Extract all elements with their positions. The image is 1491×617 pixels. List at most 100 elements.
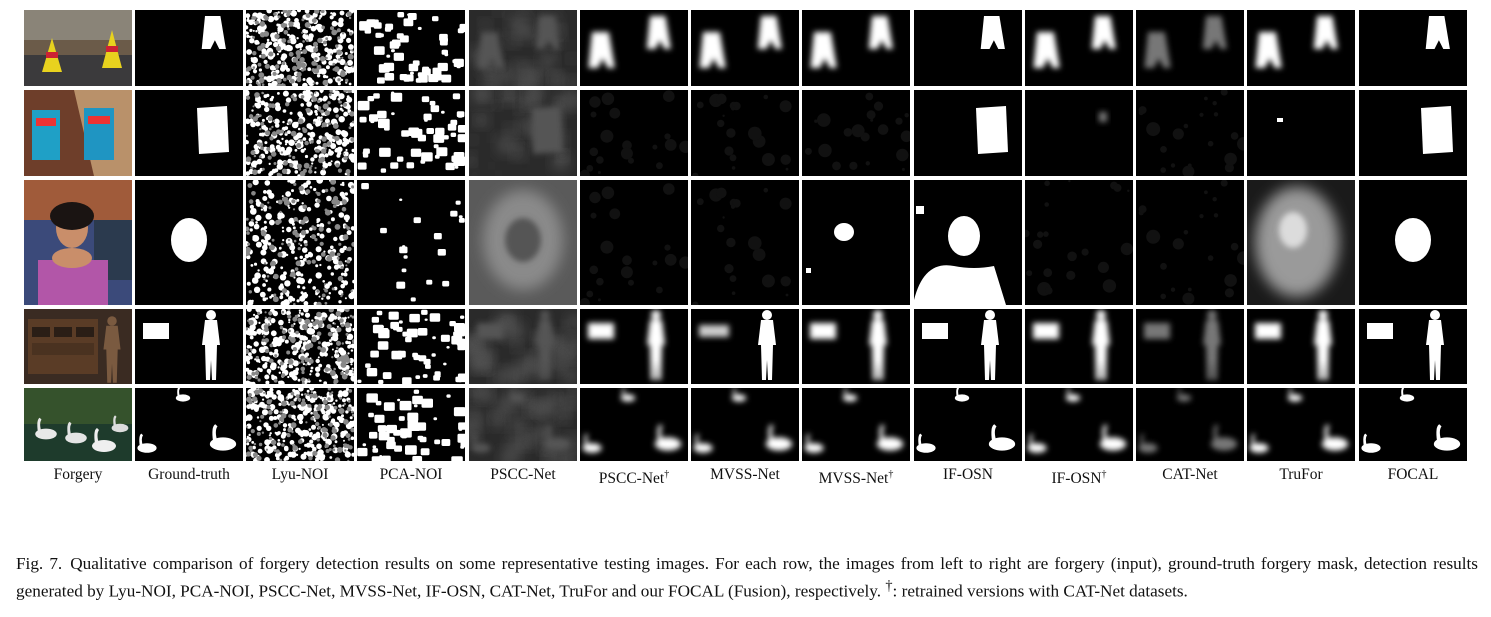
detection-result-image <box>580 90 688 176</box>
detection-result-image <box>691 180 799 305</box>
column-label-dagger: † <box>664 469 670 480</box>
detection-result-image <box>914 180 1022 305</box>
detection-result-image <box>357 10 465 86</box>
detection-result-image <box>914 309 1022 384</box>
detection-result-image <box>1359 10 1467 86</box>
detection-result-image <box>1359 90 1467 176</box>
column-label: PSCC-Net† <box>579 466 689 488</box>
forgery-input-image <box>24 180 132 305</box>
figure-caption: Fig. 7. Qualitative comparison of forgery… <box>16 553 1478 603</box>
detection-result-image <box>469 90 577 176</box>
caption-text: Qualitative comparison of forgery detect… <box>16 554 1478 601</box>
detection-result-image <box>691 388 799 461</box>
caption-tail: : retrained versions with CAT-Net datase… <box>892 581 1188 601</box>
column-label-text: MVSS-Net <box>710 466 780 483</box>
detection-result-image <box>691 10 799 86</box>
detection-result-image <box>691 309 799 384</box>
ground-truth-mask <box>135 180 243 305</box>
column-label-text: FOCAL <box>1387 466 1439 483</box>
column-label: Forgery <box>23 466 133 484</box>
forgery-input-image <box>24 309 132 384</box>
detection-result-image <box>246 180 354 305</box>
detection-result-image <box>469 180 577 305</box>
column-label-text: Ground-truth <box>148 466 230 483</box>
caption-figure-number: Fig. 7. <box>16 554 63 574</box>
column-label-text: TruFor <box>1279 466 1323 483</box>
detection-result-image <box>469 388 577 461</box>
column-label: PSCC-Net <box>468 466 578 484</box>
detection-result-image <box>1247 180 1355 305</box>
detection-result-image <box>580 309 688 384</box>
detection-result-image <box>246 90 354 176</box>
column-label: IF-OSN <box>913 466 1023 484</box>
column-label-dagger: † <box>888 469 894 480</box>
detection-result-image <box>1025 90 1133 176</box>
caption-dagger: † <box>885 578 893 595</box>
column-label: FOCAL <box>1358 466 1468 484</box>
detection-result-image <box>246 10 354 86</box>
detection-result-image <box>1247 90 1355 176</box>
detection-result-image <box>1359 180 1467 305</box>
column-label: PCA-NOI <box>356 466 466 484</box>
detection-result-image <box>580 10 688 86</box>
column-label-text: IF-OSN <box>1051 470 1102 488</box>
column-label-text: CAT-Net <box>1162 466 1218 483</box>
detection-result-image <box>1025 388 1133 461</box>
column-label: IF-OSN† <box>1024 466 1134 488</box>
detection-result-image <box>1359 309 1467 384</box>
detection-result-image <box>357 388 465 461</box>
detection-result-image <box>1136 180 1244 305</box>
detection-result-image <box>1136 90 1244 176</box>
column-label-text: Lyu-NOI <box>271 466 329 483</box>
detection-result-image <box>246 388 354 461</box>
detection-result-image <box>469 10 577 86</box>
column-label: MVSS-Net† <box>801 466 911 488</box>
forgery-input-image <box>24 10 132 86</box>
detection-result-image <box>691 90 799 176</box>
detection-result-image <box>914 10 1022 86</box>
column-label: Ground-truth <box>134 466 244 484</box>
detection-result-image <box>357 90 465 176</box>
ground-truth-mask <box>135 388 243 461</box>
detection-result-image <box>357 180 465 305</box>
detection-result-image <box>1136 388 1244 461</box>
forgery-input-image <box>24 90 132 176</box>
ground-truth-mask <box>135 90 243 176</box>
detection-result-image <box>1136 10 1244 86</box>
detection-result-image <box>1025 10 1133 86</box>
detection-result-image <box>802 90 910 176</box>
column-label-text: PSCC-Net <box>598 470 665 488</box>
detection-result-image <box>246 309 354 384</box>
detection-result-image <box>469 309 577 384</box>
forgery-input-image <box>24 388 132 461</box>
detection-result-image <box>1247 309 1355 384</box>
detection-result-image <box>1359 388 1467 461</box>
ground-truth-mask <box>135 10 243 86</box>
detection-result-image <box>580 388 688 461</box>
figure: Forgery Ground-truth Lyu-NOI PCA-NOI PSCC-Ne… <box>24 10 1467 487</box>
detection-result-image <box>802 309 910 384</box>
detection-result-image <box>914 90 1022 176</box>
column-label-text: MVSS-Net <box>818 470 889 488</box>
ground-truth-mask <box>135 309 243 384</box>
detection-result-image <box>1247 10 1355 86</box>
column-label-text: PSCC-Net <box>490 466 556 483</box>
column-label: CAT-Net <box>1135 466 1245 484</box>
column-label-text: IF-OSN <box>943 466 993 483</box>
detection-result-image <box>357 309 465 384</box>
column-label: Lyu-NOI <box>245 466 355 484</box>
column-label: MVSS-Net <box>690 466 800 484</box>
detection-result-image <box>802 388 910 461</box>
detection-result-image <box>1136 309 1244 384</box>
detection-result-image <box>1247 388 1355 461</box>
detection-result-image <box>802 10 910 86</box>
detection-result-image <box>1025 180 1133 305</box>
column-label: TruFor <box>1246 466 1356 484</box>
detection-result-image <box>1025 309 1133 384</box>
detection-result-image <box>802 180 910 305</box>
column-label-text: PCA-NOI <box>379 466 443 483</box>
detection-result-image <box>914 388 1022 461</box>
detection-result-image <box>580 180 688 305</box>
column-label-dagger: † <box>1101 469 1107 480</box>
column-label-text: Forgery <box>53 466 103 483</box>
